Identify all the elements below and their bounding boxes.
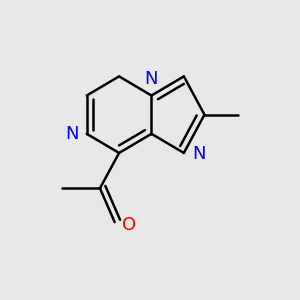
Text: N: N (65, 125, 78, 143)
Text: O: O (122, 216, 136, 234)
Text: N: N (145, 70, 158, 88)
Text: N: N (192, 146, 206, 164)
